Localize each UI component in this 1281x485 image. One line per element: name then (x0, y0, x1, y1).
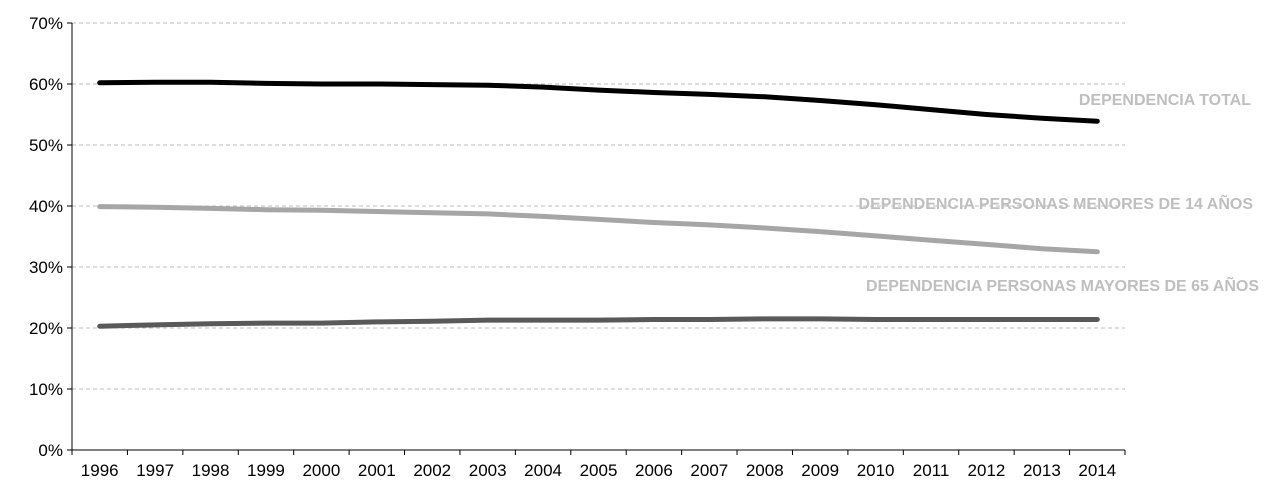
x-tick-label: 2010 (857, 461, 895, 480)
x-tick-label: 2003 (469, 461, 507, 480)
y-tick-label: 30% (29, 258, 63, 277)
y-tick-label: 70% (29, 14, 63, 33)
axes: 0% 10% 20% 30% 40% 50% 60% 70% 1996 1997 1998 1999 2… (29, 14, 1126, 480)
series-line-1 (97, 204, 1100, 255)
series-labels: DEPENDENCIA TOTAL DEPENDENCIA PERSONAS ME… (859, 92, 1260, 295)
y-tick-label: 60% (29, 75, 63, 94)
x-tick-label: 1999 (247, 461, 285, 480)
x-tick-label: 2012 (968, 461, 1006, 480)
x-tick-label: 2009 (801, 461, 839, 480)
series-label-0: DEPENDENCIA TOTAL (1079, 92, 1251, 109)
x-tick-label: 2005 (580, 461, 618, 480)
x-tick-label: 2013 (1023, 461, 1061, 480)
x-tick-label: 2002 (413, 461, 451, 480)
y-tick-label: 0% (38, 441, 63, 460)
series-lines (97, 79, 1100, 329)
series-label-1: DEPENDENCIA PERSONAS MENORES DE 14 AÑOS (859, 193, 1254, 213)
x-tick-label: 2008 (746, 461, 784, 480)
y-tick-label: 20% (29, 319, 63, 338)
y-tick-label: 10% (29, 380, 63, 399)
x-tick-label: 2004 (524, 461, 562, 480)
x-tick-label: 2007 (690, 461, 728, 480)
y-tick-label: 40% (29, 197, 63, 216)
x-tick-label: 2000 (302, 461, 340, 480)
x-tick-label: 2001 (358, 461, 396, 480)
x-tick-label: 2011 (913, 461, 950, 480)
y-tick-label: 50% (29, 136, 63, 155)
series-line-0 (97, 79, 1100, 124)
x-tick-label: 2006 (635, 461, 673, 480)
x-tick-label: 1996 (81, 461, 119, 480)
series-line-2 (97, 316, 1100, 329)
x-tick-label: 1998 (192, 461, 230, 480)
series-label-2: DEPENDENCIA PERSONAS MAYORES DE 65 AÑOS (866, 275, 1259, 295)
x-tick-label: 1997 (136, 461, 174, 480)
x-tick-label: 2014 (1078, 461, 1116, 480)
